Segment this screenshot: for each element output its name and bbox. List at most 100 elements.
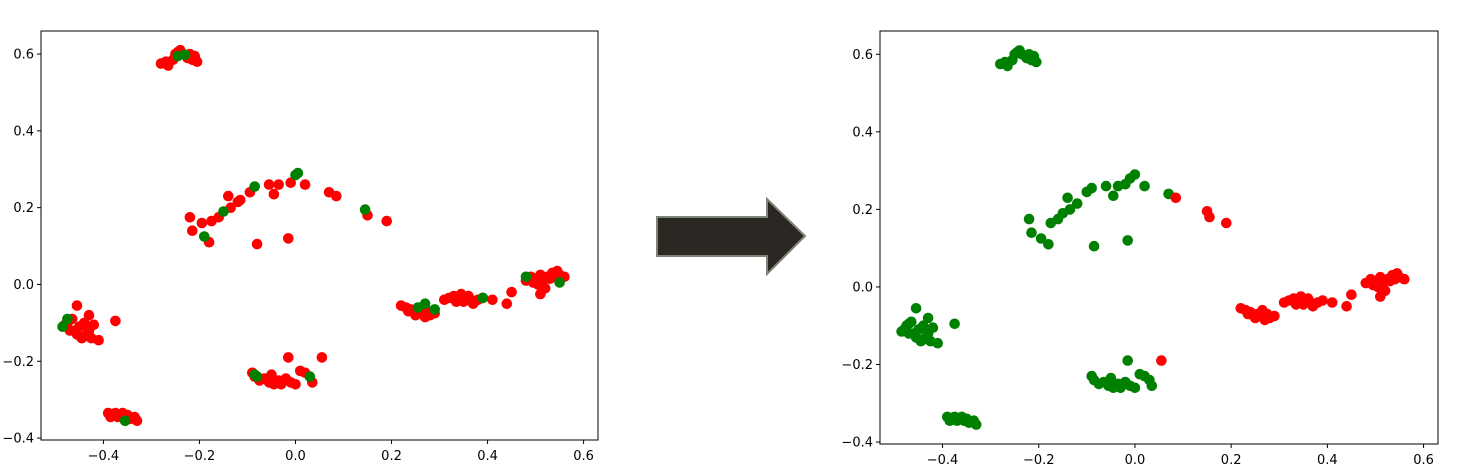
x-tick-label: 0.2 xyxy=(1221,453,1242,468)
data-point xyxy=(62,313,73,325)
x-tick-label: −0.2 xyxy=(1023,453,1055,468)
data-point xyxy=(1088,240,1100,252)
data-point xyxy=(1122,235,1133,246)
arrow-shape xyxy=(656,196,807,277)
data-point xyxy=(501,298,513,310)
scatter-chart-before: −0.4 −0.2 0.0 0.2 0.4 0.6 −0.4 −0.2 0.0 0.2 0.4 0.6 xyxy=(2,30,599,464)
data-point xyxy=(184,212,196,223)
y-tick-label: 0.0 xyxy=(13,278,34,293)
data-point xyxy=(949,318,960,330)
x-tick-label: −0.4 xyxy=(88,449,120,464)
data-point xyxy=(359,204,371,215)
data-point xyxy=(381,215,393,227)
data-point xyxy=(266,369,277,381)
data-point xyxy=(970,419,982,430)
data-point xyxy=(251,371,263,382)
data-point xyxy=(273,179,285,190)
data-point xyxy=(554,277,565,288)
data-point xyxy=(506,286,517,298)
data-point xyxy=(1043,239,1054,250)
data-point xyxy=(1346,289,1357,301)
y-tick-label: 0.6 xyxy=(852,48,873,63)
data-point xyxy=(1269,310,1280,322)
data-point xyxy=(78,317,90,329)
data-point xyxy=(331,190,342,202)
data-point xyxy=(1170,192,1182,204)
data-point xyxy=(1326,297,1338,308)
data-point xyxy=(316,352,328,363)
data-point xyxy=(520,271,532,283)
series-0 xyxy=(59,44,570,427)
data-point xyxy=(268,188,280,200)
data-point xyxy=(927,322,939,334)
data-point xyxy=(283,352,294,363)
y-tick-label: 0.2 xyxy=(13,201,34,216)
data-point xyxy=(119,415,131,427)
data-point xyxy=(223,190,234,202)
x-tick-label: 0.2 xyxy=(381,449,402,464)
x-tick-label: 0.0 xyxy=(1125,453,1146,468)
data-point xyxy=(1100,180,1112,192)
plot-frame xyxy=(40,30,599,441)
y-tick-label: 0.4 xyxy=(852,125,873,140)
data-point xyxy=(251,238,263,250)
data-point xyxy=(110,315,121,327)
data-point xyxy=(1026,227,1037,238)
data-point xyxy=(1399,273,1410,285)
scatter-chart-after: −0.4 −0.2 0.0 0.2 0.4 0.6 −0.4 −0.2 0.0 0.2 0.4 0.6 xyxy=(841,30,1439,468)
data-point xyxy=(131,415,143,427)
data-point xyxy=(1071,198,1083,209)
data-point xyxy=(292,167,304,179)
x-tick-label: 0.0 xyxy=(285,449,306,464)
y-tick-label: −0.2 xyxy=(841,358,873,373)
data-point xyxy=(249,181,260,192)
data-point xyxy=(1204,211,1215,223)
data-point xyxy=(304,371,316,382)
data-point xyxy=(1221,217,1232,229)
data-point xyxy=(71,300,83,311)
data-point xyxy=(535,288,546,300)
data-point xyxy=(487,294,498,306)
data-point xyxy=(896,326,907,337)
y-tick-label: −0.2 xyxy=(2,355,34,370)
y-tick-label: 0.0 xyxy=(852,280,873,295)
series-0 xyxy=(896,45,1174,430)
data-point xyxy=(285,177,297,188)
x-tick-label: 0.6 xyxy=(1413,453,1434,468)
data-point xyxy=(477,292,489,304)
data-point xyxy=(1105,372,1117,384)
data-point xyxy=(1062,192,1073,204)
data-point xyxy=(179,49,191,61)
data-point xyxy=(1064,204,1076,215)
data-point xyxy=(290,379,301,390)
series-1 xyxy=(1156,192,1410,366)
x-tick-label: 0.4 xyxy=(1317,453,1338,468)
x-tick-label: −0.4 xyxy=(927,453,959,468)
data-point xyxy=(429,304,441,315)
data-point xyxy=(419,298,431,310)
data-point xyxy=(1156,355,1167,366)
y-tick-label: −0.4 xyxy=(2,432,34,447)
data-point xyxy=(196,217,208,229)
data-point xyxy=(1122,355,1133,366)
right-arrow-icon xyxy=(656,196,807,277)
data-point xyxy=(1317,295,1328,306)
data-point xyxy=(93,334,104,346)
y-tick-label: −0.4 xyxy=(841,436,873,451)
data-point xyxy=(199,231,210,242)
data-point xyxy=(1146,380,1158,392)
data-point xyxy=(235,194,246,206)
y-tick-label: 0.4 xyxy=(13,124,34,139)
data-point xyxy=(299,179,311,190)
data-point xyxy=(1375,291,1386,302)
data-point xyxy=(1086,182,1097,194)
data-point xyxy=(1129,169,1141,180)
data-point xyxy=(263,179,275,190)
data-point xyxy=(187,225,198,236)
data-point xyxy=(932,337,943,349)
data-point xyxy=(1023,213,1035,225)
data-point xyxy=(910,303,922,314)
data-point xyxy=(1129,382,1141,394)
data-point xyxy=(903,318,915,330)
